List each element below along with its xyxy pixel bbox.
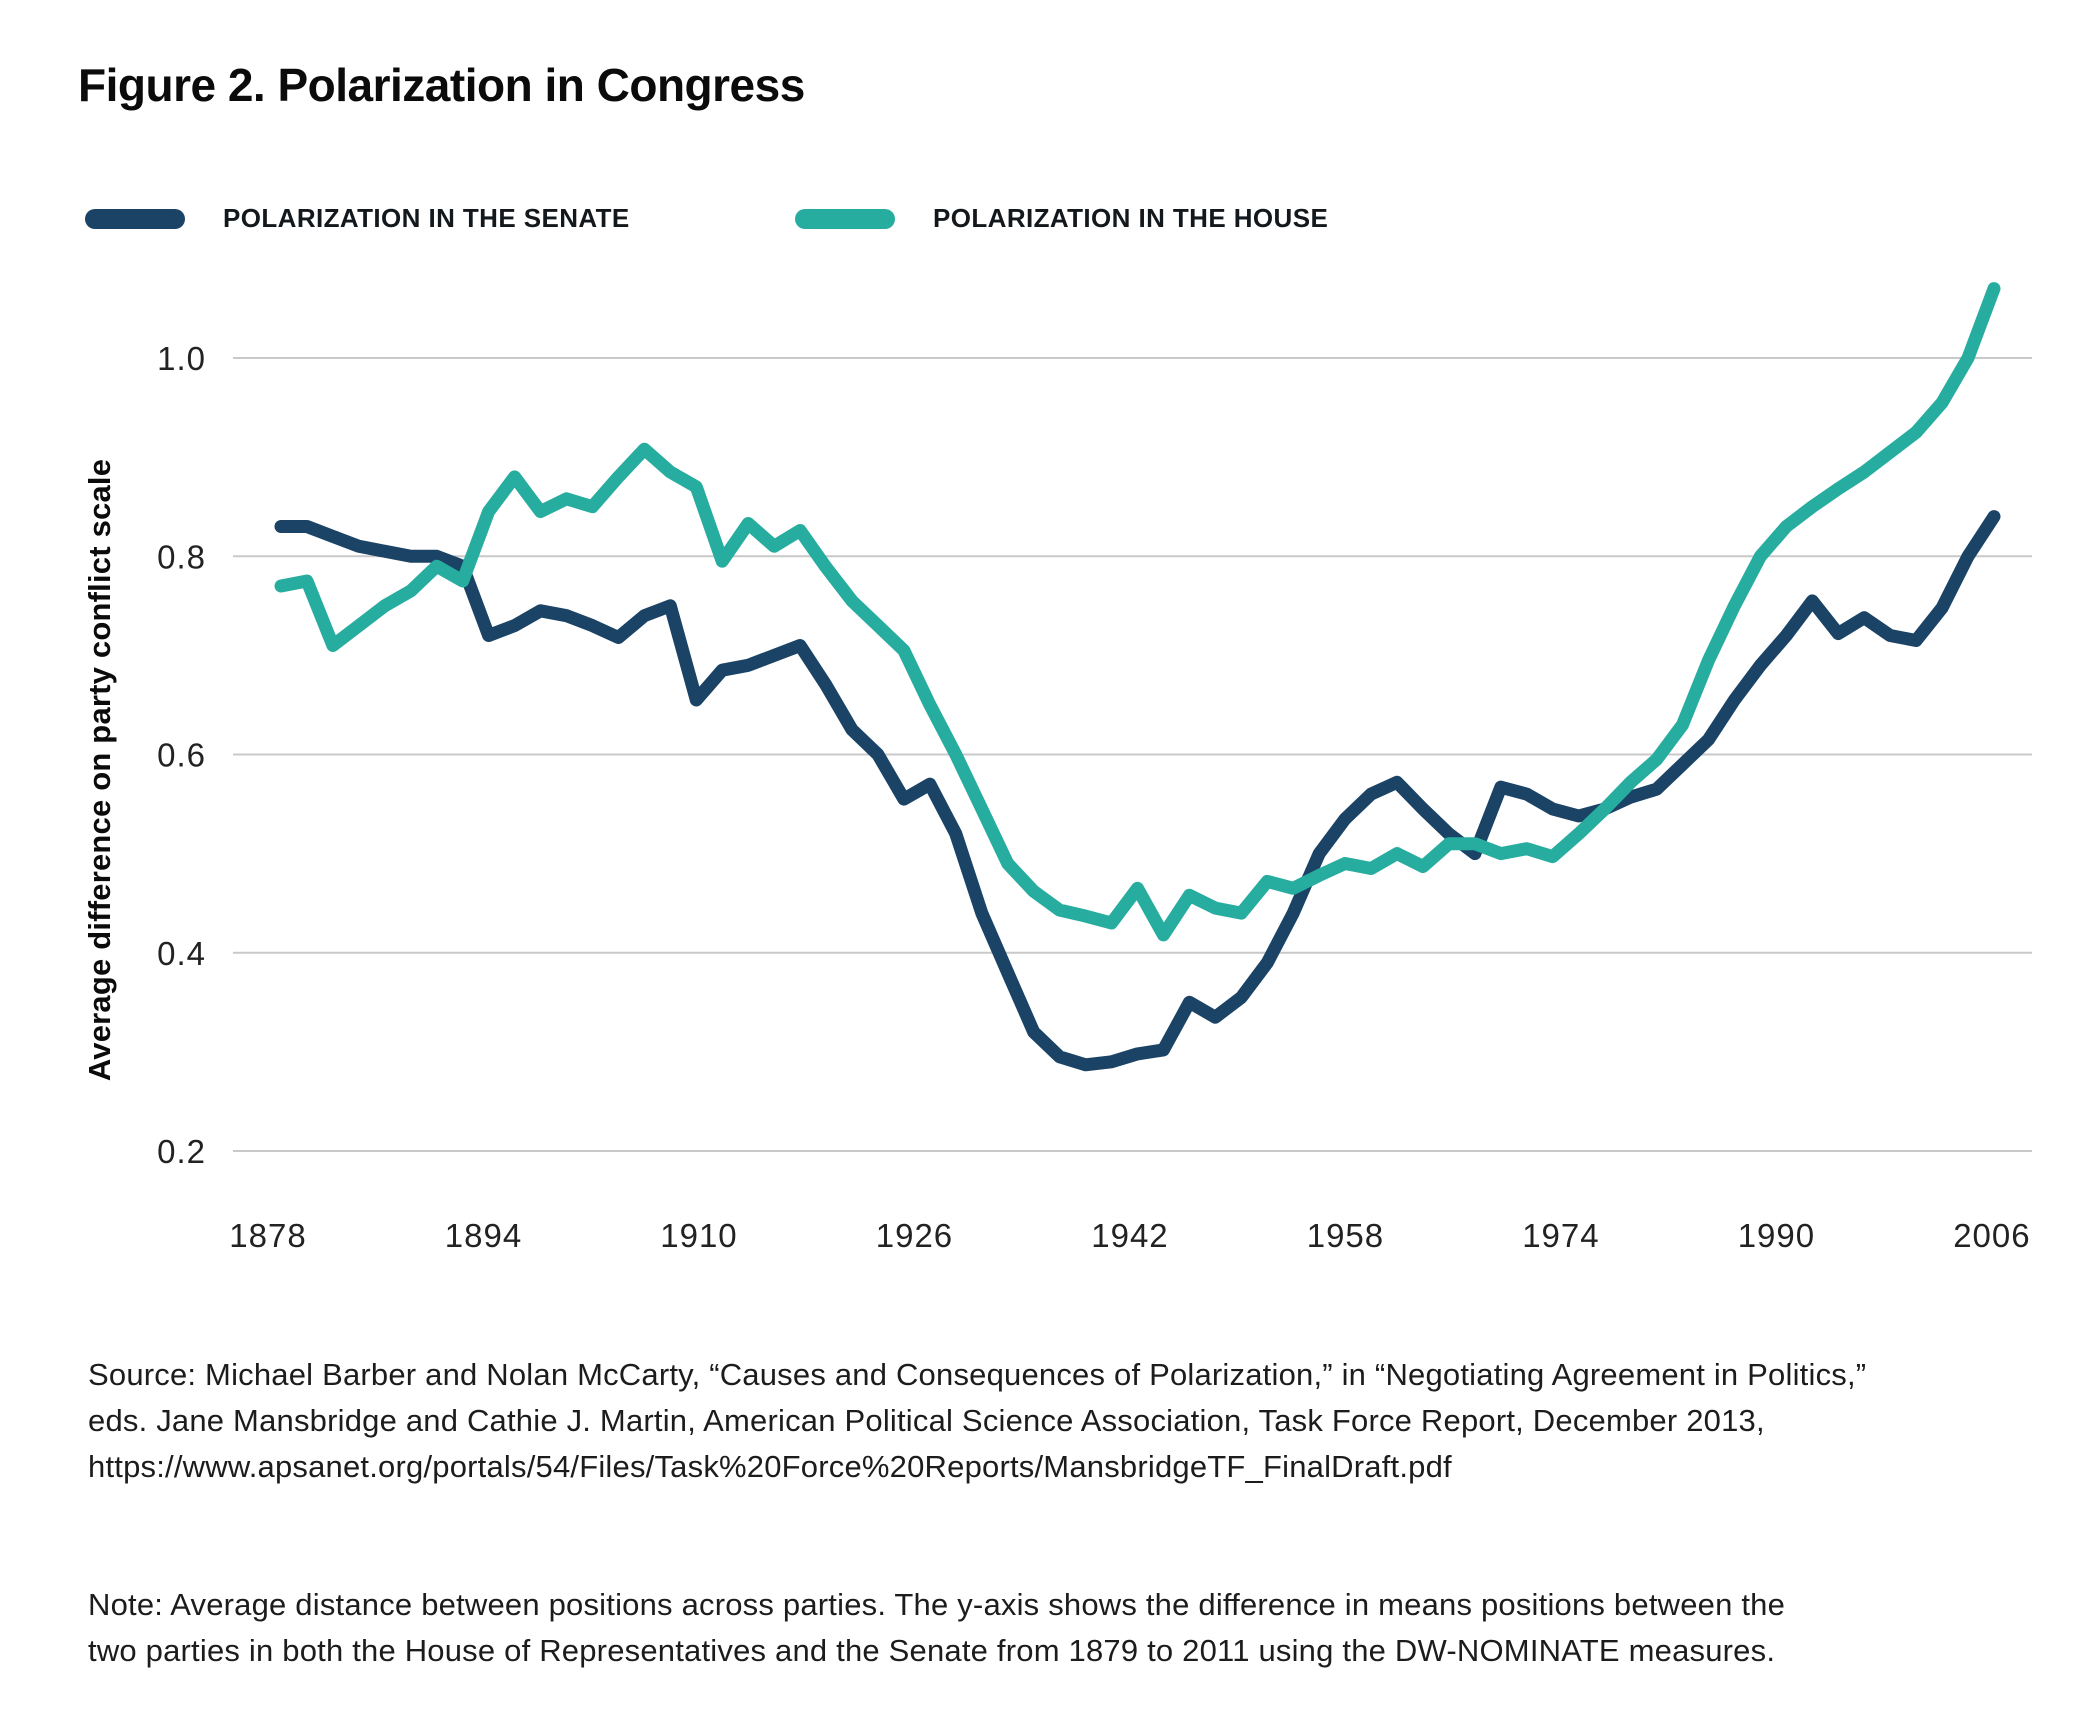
legend-item-senate: POLARIZATION IN THE SENATE <box>85 203 630 234</box>
x-tick-label: 1942 <box>1091 1217 1168 1254</box>
y-tick-label: 0.4 <box>157 935 206 972</box>
note-text: Note: Average distance between positions… <box>88 1582 2028 1674</box>
source-line: Source: Michael Barber and Nolan McCarty… <box>88 1357 1867 1392</box>
senate-legend-swatch <box>85 208 185 229</box>
x-tick-label: 1990 <box>1738 1217 1815 1254</box>
source-text: Source: Michael Barber and Nolan McCarty… <box>88 1352 2028 1490</box>
source-line: https://www.apsanet.org/portals/54/Files… <box>88 1449 1452 1484</box>
figure-title: Figure 2. Polarization in Congress <box>78 59 805 111</box>
x-tick-label: 1910 <box>660 1217 737 1254</box>
source-line: eds. Jane Mansbridge and Cathie J. Marti… <box>88 1403 1765 1438</box>
house-legend-label: POLARIZATION IN THE HOUSE <box>933 203 1329 233</box>
x-tick-label: 2006 <box>1953 1217 2030 1254</box>
note-line: two parties in both the House of Represe… <box>88 1633 1776 1668</box>
x-tick-label: 1926 <box>876 1217 953 1254</box>
y-tick-label: 0.6 <box>157 737 206 774</box>
y-tick-label: 0.2 <box>157 1133 206 1170</box>
house-line <box>274 282 2001 942</box>
note-line: Note: Average distance between positions… <box>88 1587 1786 1622</box>
senate-legend-label: POLARIZATION IN THE SENATE <box>223 203 630 233</box>
y-tick-label: 1.0 <box>157 340 206 377</box>
x-tick-label: 1894 <box>445 1217 522 1254</box>
house-legend-swatch <box>795 208 895 229</box>
x-tick-label: 1974 <box>1522 1217 1599 1254</box>
legend-item-house: POLARIZATION IN THE HOUSE <box>795 203 1328 234</box>
y-tick-label: 0.8 <box>157 538 206 575</box>
senate-line <box>274 510 2001 1072</box>
x-tick-label: 1878 <box>229 1217 306 1254</box>
x-tick-label: 1958 <box>1307 1217 1384 1254</box>
